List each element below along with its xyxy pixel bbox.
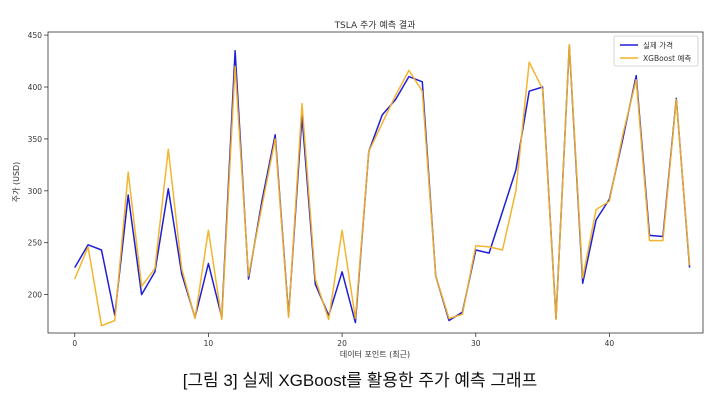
- series-line-prediction: [74, 43, 691, 327]
- legend-label-prediction: XGBoost 예측: [643, 53, 691, 63]
- y-tick-label: 200: [28, 291, 43, 300]
- chart-title: TSLA 주가 예측 결과: [334, 20, 416, 31]
- x-axis: 0 10 20 30 40: [72, 333, 614, 348]
- x-axis-label: 데이터 포인트 (최근): [340, 349, 410, 359]
- y-tick-label: 400: [28, 83, 43, 92]
- series-line-actual: [74, 44, 691, 324]
- y-tick-label: 450: [28, 31, 43, 40]
- figure-caption: [그림 3] 실제 XGBoost를 활용한 주가 예측 그래프: [182, 371, 538, 390]
- x-tick-label: 10: [204, 339, 214, 348]
- legend-label-actual: 실제 가격: [643, 40, 673, 50]
- y-tick-label: 300: [28, 187, 43, 196]
- line-chart: TSLA 주가 예측 결과 200 250 300 350 400 450 0 10 20 30…: [12, 20, 704, 359]
- y-axis-label: 주가 (USD): [12, 162, 21, 203]
- y-tick-label: 350: [28, 135, 43, 144]
- x-tick-label: 0: [72, 339, 77, 348]
- legend: 실제 가격 XGBoost 예측: [613, 35, 699, 67]
- y-tick-label: 250: [28, 239, 43, 248]
- x-tick-label: 30: [471, 339, 481, 348]
- plot-area: [47, 31, 704, 334]
- x-tick-label: 20: [337, 339, 347, 348]
- x-tick-label: 40: [605, 339, 615, 348]
- series-lines: [74, 43, 691, 327]
- y-axis: 200 250 300 350 400 450: [28, 31, 48, 300]
